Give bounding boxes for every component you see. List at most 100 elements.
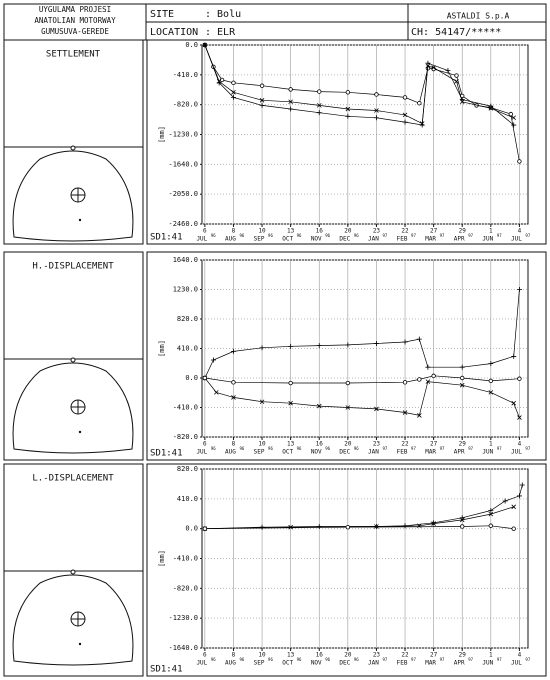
marker (519, 482, 525, 488)
marker (488, 361, 494, 367)
x-tick-day: 22 (401, 652, 409, 659)
site-label: SITE (150, 9, 174, 20)
marker (288, 106, 294, 112)
left-panel (3, 251, 144, 461)
x-tick-year: 96 (268, 446, 273, 451)
right-panel (146, 251, 547, 461)
y-tick-label: -410.0 (173, 71, 198, 79)
panel-title: H.-DISPLACEMENT (32, 262, 114, 272)
marker (402, 119, 408, 125)
x-tick-month: SEP (254, 660, 265, 667)
y-tick-label: 410.0 (177, 345, 198, 353)
bottom-point (78, 218, 82, 222)
crown-point (70, 145, 76, 151)
series-line (204, 289, 520, 379)
x-tick-day: 13 (287, 441, 295, 448)
marker (214, 390, 219, 395)
marker (445, 67, 451, 73)
marker (511, 115, 516, 121)
y-tick-label: 820.0 (177, 315, 198, 323)
marker (345, 405, 351, 410)
x-tick-day: 8 (232, 652, 236, 659)
x-tick-month: DEC (339, 660, 350, 667)
x-tick-day: 29 (459, 652, 467, 659)
x-tick-day: 1 (489, 441, 493, 448)
x-tick-day: 29 (459, 441, 467, 448)
marker (345, 90, 351, 95)
marker (459, 97, 465, 103)
x-tick-year: 96 (268, 233, 273, 238)
marker (419, 122, 425, 128)
x-tick-day: 1 (489, 228, 493, 235)
y-tick-label: -1640.0 (168, 644, 198, 652)
x-tick-year: 97 (525, 446, 530, 451)
project-line: UYGULAMA PROJESI (39, 5, 111, 14)
marker (259, 345, 265, 351)
series-line (204, 484, 523, 530)
x-tick-month: SEP (254, 236, 265, 243)
marker (460, 375, 465, 381)
x-tick-month: JAN (368, 449, 379, 456)
marker (316, 343, 322, 349)
sheet-code: SD1:41 (150, 665, 183, 675)
measure-symbol-cross (71, 612, 85, 626)
x-tick-day: 6 (203, 652, 207, 659)
marker (517, 415, 522, 420)
marker (488, 378, 494, 384)
x-tick-year: 96 (325, 446, 330, 451)
x-tick-month: APR (454, 660, 465, 667)
x-tick-day: 23 (373, 228, 381, 235)
x-tick-year: 96 (268, 657, 273, 662)
marker (488, 390, 494, 395)
x-tick-month: JUL (511, 236, 522, 243)
x-tick-day: 20 (344, 228, 352, 235)
y-tick-label: -1230.0 (168, 131, 198, 139)
marker (511, 353, 517, 359)
x-tick-year: 97 (440, 657, 445, 662)
panel-title: SETTLEMENT (46, 50, 101, 60)
y-tick-label: -2050.0 (168, 190, 198, 198)
marker (402, 95, 408, 100)
x-tick-year: 97 (382, 657, 387, 662)
bottom-point (78, 642, 82, 646)
x-tick-year: 96 (354, 446, 359, 451)
marker (288, 343, 294, 349)
panel-title: L.-DISPLACEMENT (32, 474, 114, 484)
x-tick-day: 20 (344, 441, 352, 448)
marker (259, 83, 265, 88)
marker (511, 122, 517, 128)
x-tick-month: FEB (397, 236, 408, 243)
x-tick-month: NOV (311, 449, 322, 456)
x-tick-year: 97 (440, 233, 445, 238)
x-tick-year: 96 (354, 657, 359, 662)
y-tick-label: -820.0 (173, 433, 198, 441)
x-tick-month: AUG (225, 449, 236, 456)
marker (516, 287, 522, 292)
sheet-code: SD1:41 (150, 449, 183, 459)
series-line (204, 44, 514, 125)
marker (454, 73, 459, 78)
x-tick-month: FEB (397, 449, 408, 456)
x-tick-year: 97 (411, 446, 416, 451)
y-tick-label: 0.0 (185, 374, 198, 382)
y-axis-label: [mm] (158, 550, 166, 567)
marker (210, 357, 216, 363)
marker (511, 526, 516, 531)
x-tick-year: 97 (468, 233, 473, 238)
x-tick-year: 97 (468, 657, 473, 662)
x-tick-month: SEP (254, 449, 265, 456)
marker (259, 399, 265, 405)
marker (431, 521, 436, 526)
x-tick-year: 97 (382, 446, 387, 451)
x-tick-month: MAR (425, 236, 436, 243)
marker (316, 523, 322, 529)
marker (511, 504, 516, 510)
x-tick-day: 4 (518, 652, 522, 659)
x-tick-day: 13 (287, 652, 295, 659)
marker (317, 89, 322, 94)
marker (373, 340, 379, 346)
marker (288, 400, 293, 406)
tunnel-section (12, 362, 134, 454)
x-tick-day: 8 (232, 441, 236, 448)
x-tick-day: 27 (430, 652, 438, 659)
